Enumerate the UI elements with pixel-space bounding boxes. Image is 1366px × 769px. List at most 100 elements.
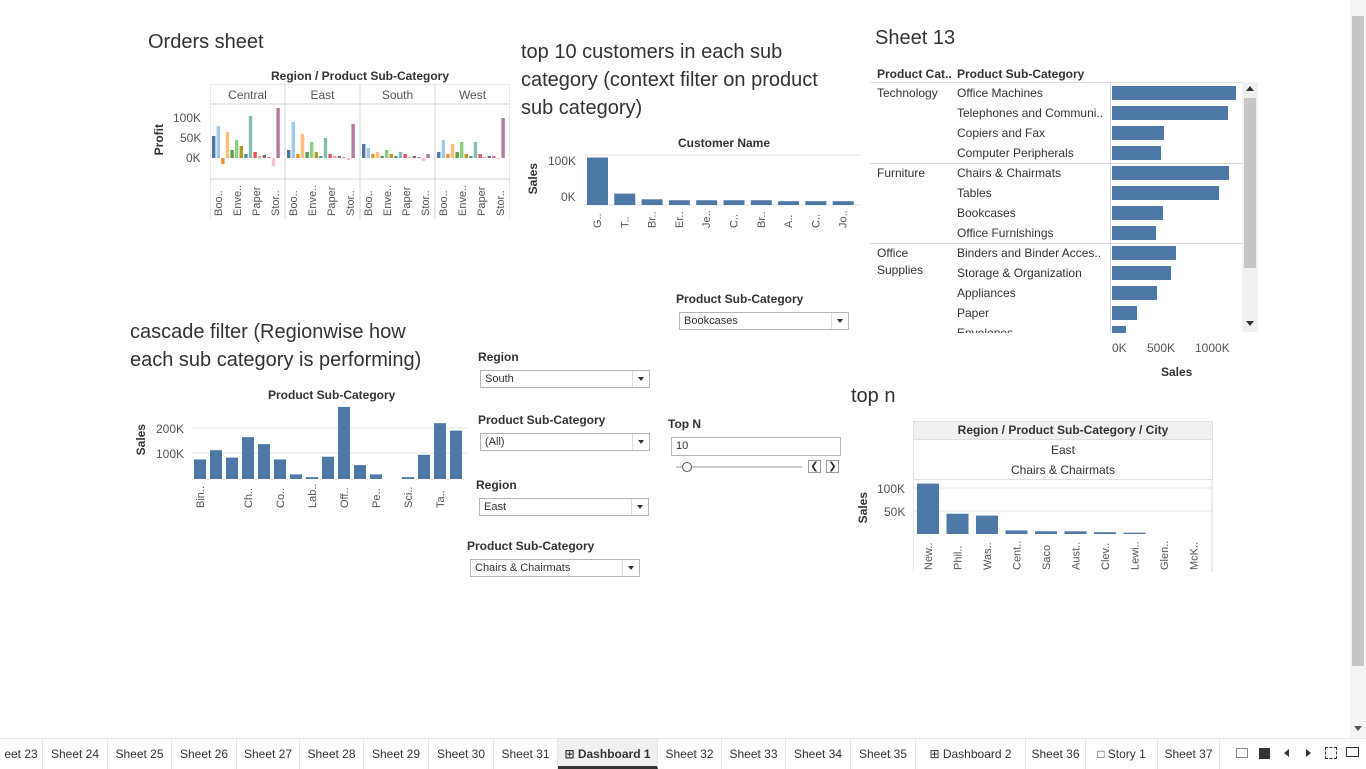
sheet13-x-tick: 500K [1147, 341, 1176, 355]
region2-filter-dropdown[interactable]: East [479, 498, 649, 516]
sales-bar [1112, 286, 1157, 300]
show-tabs-icon[interactable] [1259, 748, 1270, 759]
psc-filter-dropdown[interactable]: Bookcases [679, 312, 849, 330]
orders-x-label: Stor.. [495, 190, 507, 216]
orders-x-label: Boo.. [288, 190, 300, 216]
sheet-tab[interactable]: Sheet 26 [172, 739, 237, 769]
city-x-label: Glen.. [1159, 541, 1171, 570]
sheet-tab[interactable]: Sheet 24 [43, 739, 108, 769]
profit-bar [291, 122, 295, 158]
profit-bar [271, 158, 276, 166]
orders-x-label: Enve.. [232, 185, 244, 216]
subcategory-sales-bar [450, 430, 462, 479]
chevron-down-icon [632, 371, 649, 387]
customer-sales-bar [587, 157, 608, 205]
sheet-tab[interactable]: Sheet 37 [1158, 739, 1220, 769]
sheet-tab[interactable]: eet 23 [0, 739, 43, 769]
sheet13-scrollbar[interactable] [1242, 82, 1258, 332]
topn-input[interactable]: 10 [671, 437, 841, 456]
psc3-filter-dropdown[interactable]: Chairs & Chairmats [470, 559, 640, 577]
sheet-tab[interactable]: ⊞ Dashboard 1 [558, 739, 658, 769]
sheet-tab[interactable]: Sheet 29 [364, 739, 429, 769]
subcategory-sales-bar [354, 465, 366, 479]
story-icon: □ [1097, 747, 1108, 761]
profit-bar [287, 150, 291, 158]
profit-bar [225, 132, 230, 158]
city-x-label: Clev.. [1100, 543, 1112, 570]
sheet-tab[interactable]: ⊞ Dashboard 2 [916, 739, 1026, 769]
customer-sales-bar [723, 200, 745, 205]
profit-bar [389, 154, 393, 158]
city-x-label: Saco [1041, 545, 1053, 570]
sheet-tab[interactable]: □ Story 1 [1086, 739, 1158, 769]
region-filter-label: Region [478, 350, 519, 364]
city-x-label: New.. [923, 542, 935, 570]
fullscreen-icon[interactable] [1325, 747, 1337, 759]
subcategory-sales-bar [338, 406, 350, 479]
sheet-tab[interactable]: Sheet 35 [851, 739, 916, 769]
topn-slider-track[interactable] [676, 466, 802, 468]
scroll-down-icon[interactable] [1246, 321, 1254, 326]
profit-bar [394, 156, 398, 158]
profit-bar [450, 144, 455, 158]
subcategory-label: Storage & Organization [957, 266, 1082, 280]
chevron-left-icon[interactable]: ❮ [808, 460, 821, 473]
prev-tab-icon[interactable] [1284, 749, 1289, 757]
sheet-tab-label: Sheet 26 [179, 747, 229, 761]
sheet-tab[interactable]: Sheet 36 [1026, 739, 1086, 769]
profit-bar [310, 142, 314, 158]
profit-bar [221, 158, 225, 164]
profit-bar [314, 152, 318, 158]
sheet13-x-tick: 0K [1112, 341, 1127, 355]
dashboard-scrollbar[interactable] [1350, 0, 1366, 738]
sheet-tab[interactable]: Sheet 32 [658, 739, 722, 769]
profit-bar [417, 157, 421, 158]
top10-title-line2: category (context filter on product [521, 69, 818, 91]
customer-sales-bar [641, 199, 663, 205]
sheet-tab[interactable]: Sheet 33 [722, 739, 786, 769]
chevron-right-icon[interactable]: ❯ [826, 460, 839, 473]
customer-x-label: Br.. [647, 211, 659, 228]
customer-sales-bar [668, 200, 690, 205]
sheet-tab[interactable]: Sheet 31 [494, 739, 558, 769]
profit-bar [492, 156, 496, 158]
profit-bar [366, 148, 370, 158]
sheet-tab[interactable]: Sheet 28 [300, 739, 364, 769]
category-label: Office Supplies [877, 246, 924, 277]
sales-bar [1112, 326, 1126, 333]
sheet-tab-label: Sheet 34 [793, 747, 843, 761]
psc-filter-label: Product Sub-Category [676, 292, 804, 306]
chevron-down-icon [622, 560, 639, 576]
show-filmstrip-icon[interactable] [1236, 748, 1248, 758]
profit-bar [216, 126, 220, 158]
scroll-thumb[interactable] [1244, 98, 1256, 268]
sheet-tab[interactable]: Sheet 27 [237, 739, 300, 769]
orders-x-label: Paper [476, 186, 488, 216]
scroll-up-icon[interactable] [1246, 86, 1254, 91]
top10-y-axis-title: Sales [526, 163, 540, 195]
presentation-icon[interactable] [1346, 747, 1359, 757]
topn-slider-handle[interactable] [682, 462, 692, 472]
region-filter-dropdown[interactable]: South [480, 370, 650, 388]
subcategory-sales-bar [274, 459, 286, 479]
orders-x-label: Boo.. [438, 190, 450, 216]
dashboard-scroll-thumb[interactable] [1352, 16, 1364, 666]
psc2-filter-dropdown[interactable]: (All) [480, 433, 650, 451]
sheet13-title: Sheet 13 [875, 27, 956, 49]
subcategory-label: Appliances [957, 286, 1016, 300]
sheet-tab[interactable]: Sheet 25 [108, 739, 172, 769]
cascade-title-line2: each sub category is performing) [130, 349, 422, 371]
orders-x-label: Enve.. [382, 185, 394, 216]
region-header-label: Central [228, 88, 267, 102]
next-tab-icon[interactable] [1306, 749, 1311, 757]
sheet-tab-label: Sheet 37 [1164, 747, 1213, 761]
scroll-down-icon[interactable] [1354, 726, 1362, 731]
sheet-tab[interactable]: Sheet 34 [786, 739, 851, 769]
city-sales-bar [1035, 531, 1057, 534]
sheet-tab[interactable]: Sheet 30 [429, 739, 494, 769]
profit-bar [437, 152, 441, 158]
customer-x-label: Br.. [756, 211, 768, 228]
city-x-label: Phil.. [953, 546, 965, 570]
customer-sales-bar [778, 201, 800, 205]
subcategory-label: Computer Peripherals [957, 146, 1074, 160]
